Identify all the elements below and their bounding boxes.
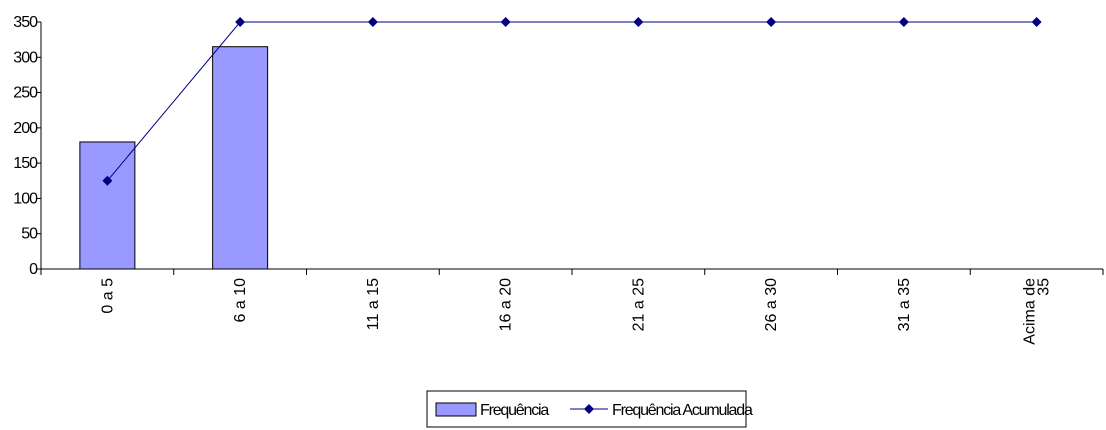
legend-swatch-marker <box>584 404 594 414</box>
cumulative-line <box>106 21 1037 182</box>
x-tick-label: 11 a 15 <box>365 278 382 330</box>
y-tick-label: 50 <box>21 226 38 243</box>
cumulative-point <box>1031 17 1042 27</box>
x-tick-label: Acima de35 <box>1022 278 1053 345</box>
y-tick-label: 0 <box>29 261 38 278</box>
legend-swatch-bar <box>435 402 477 417</box>
legend-label-frequencia: Frequência <box>480 402 549 419</box>
bar <box>212 46 269 270</box>
cumulative-point <box>898 17 909 27</box>
y-tick-label: 100 <box>13 190 38 207</box>
y-tick-label: 250 <box>13 85 38 102</box>
x-tick-label: 21 a 25 <box>630 278 647 331</box>
cumulative-point <box>235 17 246 27</box>
cumulative-point <box>367 17 378 27</box>
legend: Frequência Frequência Acumulada <box>426 390 754 428</box>
plot-area: 0 50 100 150 200 250 300 350 0 a 5 6 a 10 11 a 15 1… <box>13 14 1104 345</box>
x-tick-label: 26 a 30 <box>763 278 780 331</box>
x-tick-label: 31 a 35 <box>896 278 913 331</box>
legend-label-acumulada: Frequência Acumulada <box>612 402 753 419</box>
y-tick-label: 200 <box>13 120 38 137</box>
y-tick-label: 350 <box>13 14 38 31</box>
x-tick-label: 0 a 5 <box>99 278 116 314</box>
cumulative-point <box>766 17 777 27</box>
x-tick-label: 6 a 10 <box>232 278 249 323</box>
bar <box>79 141 136 270</box>
cumulative-point <box>633 17 644 27</box>
y-tick-label: 150 <box>13 155 38 172</box>
x-tick-label: 16 a 20 <box>498 278 515 331</box>
y-tick-label: 300 <box>13 49 38 66</box>
cumulative-point <box>102 175 113 186</box>
cumulative-point <box>500 17 511 27</box>
